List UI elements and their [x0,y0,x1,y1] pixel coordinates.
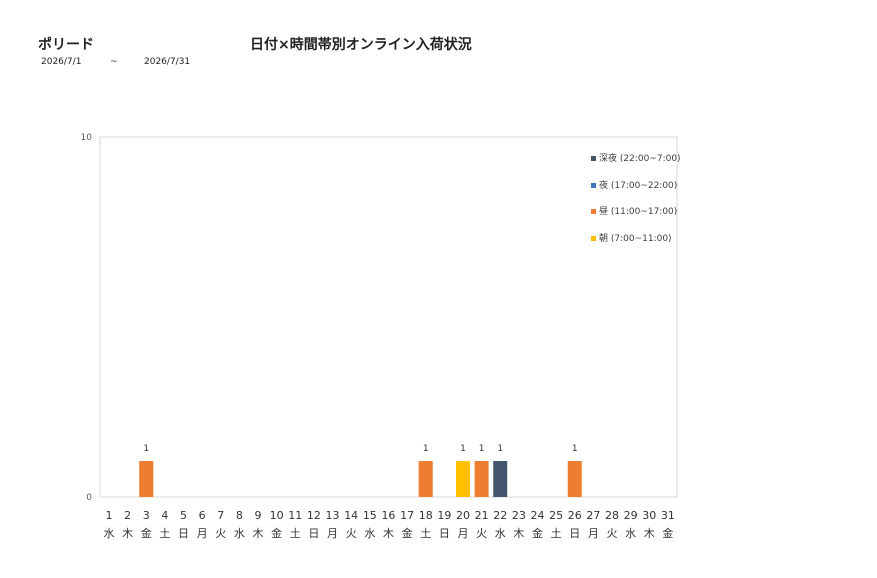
brand-name: ポリード [38,37,94,53]
x-tick-label: 9 [255,509,262,522]
x-weekday-label: 月 [197,527,208,540]
x-weekday-label: 月 [327,527,338,540]
y-tick-label: 10 [81,133,93,143]
x-tick-label: 26 [568,509,582,522]
x-tick-label: 7 [217,509,224,522]
x-tick-label: 10 [270,509,284,522]
legend-label: 夜 (17:00~22:00) [599,179,677,191]
x-weekday-label: 月 [588,527,599,540]
x-tick-label: 25 [549,509,563,522]
x-tick-label: 8 [236,509,243,522]
data-label: 1 [460,444,466,454]
x-weekday-label: 土 [159,527,170,540]
x-tick-label: 11 [288,509,302,522]
x-weekday-label: 火 [215,527,226,540]
x-weekday-label: 火 [607,527,618,540]
plot-area [99,136,678,498]
data-label: 1 [572,444,578,454]
date-from: 2026/7/1 [41,57,82,67]
x-tick-label: 15 [363,509,377,522]
x-weekday-label: 木 [253,527,264,540]
legend-swatch [591,236,596,241]
x-weekday-label: 月 [457,527,468,540]
data-label: 1 [143,444,149,454]
x-tick-label: 24 [530,509,544,522]
bar [139,461,154,497]
data-label: 1 [423,444,429,454]
x-tick-label: 21 [475,509,489,522]
y-tick-label: 0 [86,493,92,503]
x-tick-label: 4 [161,509,168,522]
x-weekday-label: 金 [271,526,282,540]
x-tick-label: 29 [624,509,638,522]
chart-title: 日付×時間帯別オンライン入荷状況 [250,37,472,53]
x-tick-label: 28 [605,509,619,522]
x-tick-label: 14 [344,509,358,522]
x-weekday-label: 木 [122,527,133,540]
x-tick-label: 23 [512,509,526,522]
x-weekday-label: 金 [532,526,543,540]
x-weekday-label: 水 [104,527,115,540]
data-label: 1 [479,444,485,454]
data-label: 1 [497,444,503,454]
x-weekday-label: 金 [402,526,413,540]
x-weekday-label: 水 [234,527,245,540]
x-weekday-label: 木 [383,527,394,540]
x-weekday-label: 火 [476,527,487,540]
x-weekday-label: 日 [569,527,580,540]
x-tick-label: 18 [419,509,433,522]
x-weekday-label: 水 [364,527,375,540]
x-weekday-label: 土 [551,527,562,540]
x-weekday-label: 土 [420,527,431,540]
legend-label: 昼 (11:00~17:00) [599,206,677,217]
x-tick-label: 13 [326,509,340,522]
x-tick-label: 31 [661,509,675,522]
x-tick-label: 19 [437,509,451,522]
x-weekday-label: 日 [439,527,450,540]
x-tick-label: 22 [493,509,507,522]
bar [455,461,470,497]
bar [567,461,582,497]
x-weekday-label: 金 [662,526,673,540]
bar [474,461,489,497]
x-tick-label: 1 [106,509,113,522]
x-weekday-label: 金 [141,526,152,540]
legend-swatch [591,183,596,188]
x-weekday-label: 水 [625,527,636,540]
x-weekday-label: 木 [513,527,524,540]
x-tick-label: 27 [586,509,600,522]
x-tick-label: 30 [642,509,656,522]
x-tick-label: 5 [180,509,187,522]
x-tick-label: 3 [143,509,150,522]
legend-swatch [591,209,596,214]
bar [418,461,433,497]
x-tick-label: 6 [199,509,206,522]
x-tick-label: 2 [124,509,131,522]
legend-label: 朝 (7:00~11:00) [599,233,672,244]
legend-swatch [591,156,596,161]
x-tick-label: 20 [456,509,470,522]
x-weekday-label: 日 [178,527,189,540]
x-tick-label: 16 [381,509,395,522]
x-tick-label: 17 [400,509,414,522]
legend-label: 深夜 (22:00~7:00) [599,152,681,164]
x-tick-label: 12 [307,509,321,522]
date-to: 2026/7/31 [144,57,191,67]
x-weekday-label: 日 [308,527,319,540]
x-weekday-label: 火 [346,527,357,540]
x-weekday-label: 水 [495,527,506,540]
x-weekday-label: 土 [290,527,301,540]
x-weekday-label: 木 [644,527,655,540]
date-separator: ~ [110,57,118,67]
bar [493,461,508,497]
